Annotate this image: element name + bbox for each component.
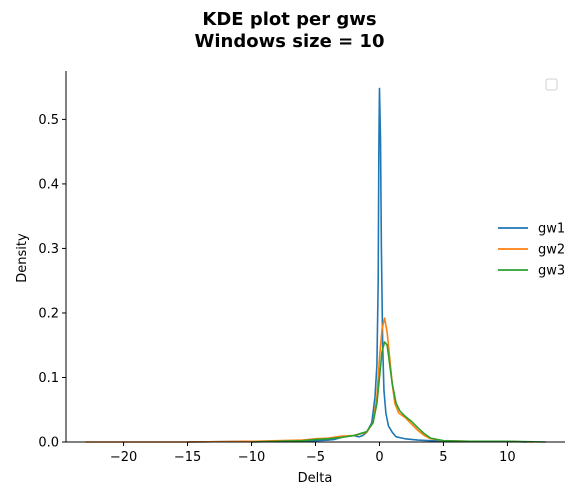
legend-label-gw3: gw3 bbox=[538, 264, 565, 279]
x-tick-label: 0 bbox=[375, 450, 383, 465]
x-tick-label: −20 bbox=[110, 450, 137, 465]
legend-label-gw1: gw1 bbox=[538, 222, 565, 237]
y-axis-label: Density bbox=[15, 233, 30, 283]
y-tick-label: 0.5 bbox=[38, 113, 59, 128]
x-tick-label: 5 bbox=[439, 450, 447, 465]
x-axis-label: Delta bbox=[298, 471, 333, 486]
series-lines bbox=[85, 87, 546, 443]
legend: gw1 gw2 gw3 bbox=[498, 222, 565, 279]
series-line-gw3 bbox=[251, 341, 546, 443]
x-tick-label: −5 bbox=[306, 450, 325, 465]
series-line-gw1 bbox=[187, 87, 527, 443]
empty-legend-box bbox=[545, 78, 558, 91]
series-line-gw2 bbox=[85, 317, 534, 443]
chart-title-line-1: KDE plot per gws bbox=[202, 9, 376, 30]
y-ticks: 0.0 0.1 0.2 0.3 0.4 0.5 bbox=[38, 113, 66, 451]
y-tick-label: 0.4 bbox=[38, 177, 59, 192]
chart-title-line-2: Windows size = 10 bbox=[195, 31, 385, 52]
y-tick-label: 0.3 bbox=[38, 242, 59, 257]
x-tick-label: −15 bbox=[174, 450, 201, 465]
x-ticks: −20 −15 −10 −5 0 5 10 bbox=[110, 442, 516, 465]
y-tick-label: 0.2 bbox=[38, 306, 59, 321]
x-tick-label: −10 bbox=[238, 450, 265, 465]
x-tick-label: 10 bbox=[499, 450, 516, 465]
legend-label-gw2: gw2 bbox=[538, 243, 565, 258]
y-tick-label: 0.1 bbox=[38, 371, 59, 386]
y-tick-label: 0.0 bbox=[38, 436, 59, 451]
